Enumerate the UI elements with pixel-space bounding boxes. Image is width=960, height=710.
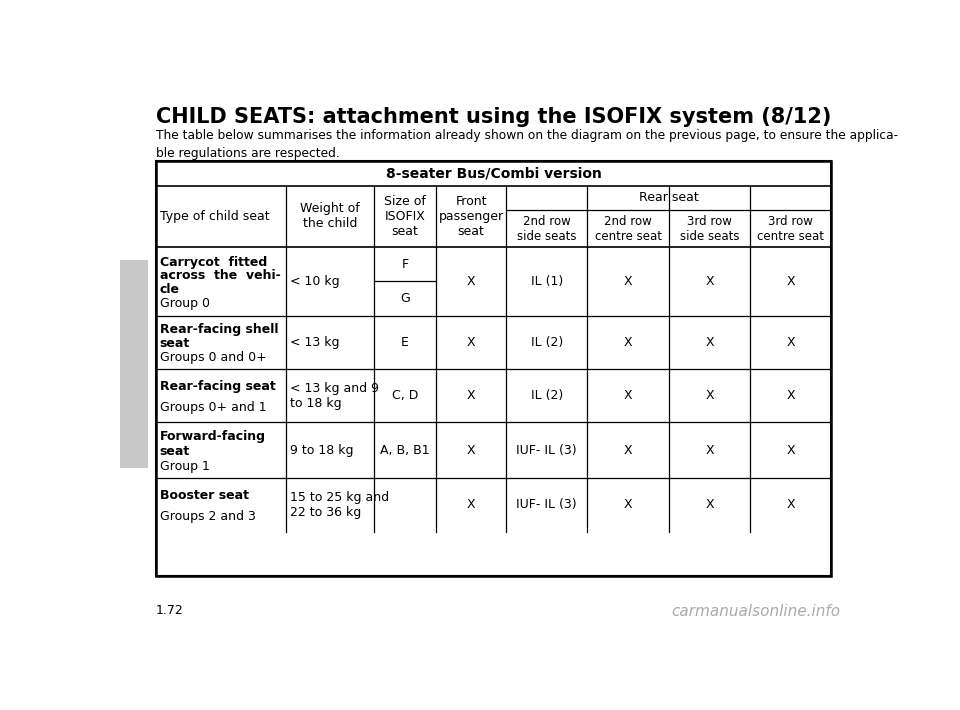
Text: X: X: [706, 275, 713, 288]
Text: X: X: [706, 336, 713, 349]
Text: Groups 0 and 0+: Groups 0 and 0+: [159, 351, 266, 364]
Text: Weight of
the child: Weight of the child: [300, 202, 360, 230]
Text: cle: cle: [159, 283, 180, 296]
Text: Groups 0+ and 1: Groups 0+ and 1: [159, 401, 266, 414]
Text: X: X: [624, 444, 633, 457]
Text: X: X: [624, 336, 633, 349]
Text: 8-seater Bus/Combi version: 8-seater Bus/Combi version: [386, 166, 602, 180]
Bar: [120, 260, 148, 468]
Text: X: X: [624, 275, 633, 288]
Text: Rear-facing shell: Rear-facing shell: [159, 323, 278, 336]
Text: 9 to 18 kg: 9 to 18 kg: [290, 444, 353, 457]
Text: X: X: [467, 275, 475, 288]
Text: 15 to 25 kg and
22 to 36 kg: 15 to 25 kg and 22 to 36 kg: [290, 491, 389, 519]
Text: Rear seat: Rear seat: [639, 192, 699, 204]
Text: 2nd row
centre seat: 2nd row centre seat: [594, 214, 661, 243]
Text: IL (2): IL (2): [531, 336, 563, 349]
Text: E: E: [401, 336, 409, 349]
Text: carmanualsonline.info: carmanualsonline.info: [672, 604, 841, 619]
Text: Booster seat: Booster seat: [159, 489, 249, 502]
Text: < 13 kg and 9
to 18 kg: < 13 kg and 9 to 18 kg: [290, 381, 378, 410]
Text: F: F: [401, 258, 409, 271]
Text: across  the  vehi-: across the vehi-: [159, 270, 280, 283]
Text: X: X: [467, 336, 475, 349]
Text: X: X: [786, 389, 795, 402]
Text: X: X: [467, 444, 475, 457]
Text: The table below summarises the information already shown on the diagram on the p: The table below summarises the informati…: [156, 129, 898, 160]
Text: X: X: [786, 444, 795, 457]
Text: X: X: [786, 336, 795, 349]
Bar: [156, 160, 831, 577]
Text: X: X: [706, 389, 713, 402]
Text: < 10 kg: < 10 kg: [290, 275, 339, 288]
Text: X: X: [706, 498, 713, 511]
Text: seat: seat: [159, 445, 190, 458]
Text: X: X: [786, 498, 795, 511]
Text: Forward-facing: Forward-facing: [159, 430, 266, 443]
Text: Rear-facing seat: Rear-facing seat: [159, 380, 276, 393]
Text: IL (2): IL (2): [531, 389, 563, 402]
Text: X: X: [706, 444, 713, 457]
Text: Carrycot  fitted: Carrycot fitted: [159, 256, 267, 269]
Text: IUF- IL (3): IUF- IL (3): [516, 498, 577, 511]
Text: A, B, B1: A, B, B1: [380, 444, 430, 457]
Text: 3rd row
centre seat: 3rd row centre seat: [757, 214, 825, 243]
Text: Group 0: Group 0: [159, 297, 209, 310]
Text: 3rd row
side seats: 3rd row side seats: [680, 214, 739, 243]
Text: Groups 2 and 3: Groups 2 and 3: [159, 510, 255, 523]
Text: X: X: [467, 498, 475, 511]
Text: Type of child seat: Type of child seat: [159, 210, 269, 223]
Text: IL (1): IL (1): [531, 275, 563, 288]
Bar: [156, 160, 831, 577]
Text: X: X: [467, 389, 475, 402]
Text: X: X: [624, 498, 633, 511]
Text: Group 1: Group 1: [159, 460, 209, 473]
Text: X: X: [624, 389, 633, 402]
Text: Front
passenger
seat: Front passenger seat: [439, 195, 504, 238]
Text: G: G: [400, 292, 410, 305]
Text: < 13 kg: < 13 kg: [290, 336, 339, 349]
Text: CHILD SEATS: attachment using the ISOFIX system (8/12): CHILD SEATS: attachment using the ISOFIX…: [156, 106, 831, 127]
Text: seat: seat: [159, 337, 190, 350]
Text: 2nd row
side seats: 2nd row side seats: [517, 214, 577, 243]
Text: IUF- IL (3): IUF- IL (3): [516, 444, 577, 457]
Text: C, D: C, D: [392, 389, 419, 402]
Text: 1.72: 1.72: [156, 604, 183, 616]
Text: Size of
ISOFIX
seat: Size of ISOFIX seat: [384, 195, 426, 238]
Text: X: X: [786, 275, 795, 288]
